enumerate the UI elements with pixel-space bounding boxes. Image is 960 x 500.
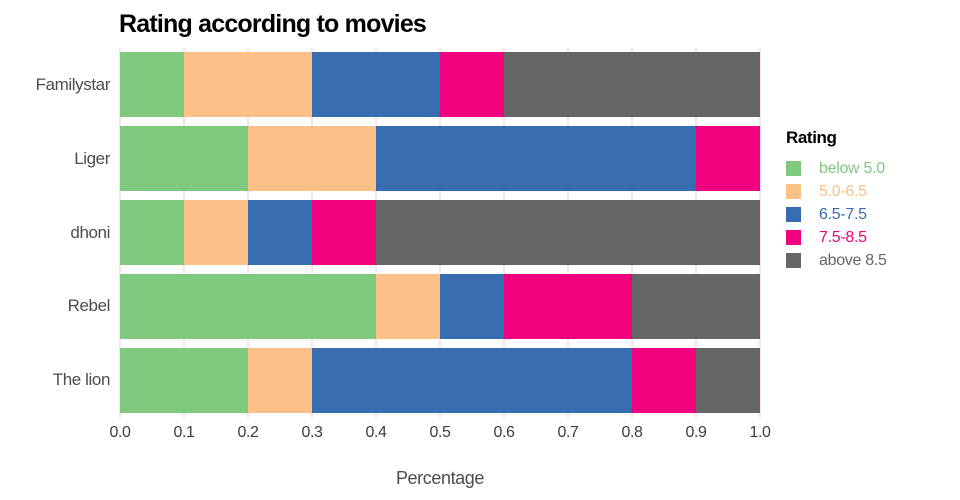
legend-items: below 5.0 5.0-6.5 6.5-7.5 7.5-8.5 above 8.5	[786, 157, 956, 272]
legend-label: 5.0-6.5	[819, 182, 867, 200]
legend-swatch-icon	[786, 161, 801, 176]
legend-label: above 8.5	[819, 251, 887, 269]
legend-item-6.5-7.5: 6.5-7.5	[786, 203, 956, 226]
bar-segment-below-5.0	[120, 52, 184, 118]
bar-row-rebel	[120, 273, 760, 339]
bar-segment-below-5.0	[120, 347, 248, 413]
legend-label: 7.5-8.5	[819, 228, 867, 246]
bar-segment-5.0-6.5	[184, 200, 248, 265]
x-axis-label: Percentage	[395, 468, 485, 488]
legend-swatch-icon	[786, 184, 801, 199]
x-tick-0.0: 0.0	[109, 424, 131, 441]
x-tick-0.6: 0.6	[493, 424, 515, 441]
legend-swatch-icon	[786, 207, 801, 222]
x-tick-0.4: 0.4	[365, 424, 387, 441]
bar-segment-below-5.0	[120, 273, 376, 339]
y-label-dhoni: dhoni	[70, 222, 110, 242]
x-tick-0.2: 0.2	[237, 424, 259, 441]
bar-segment-5.0-6.5	[184, 52, 312, 118]
legend: Rating below 5.0 5.0-6.5 6.5-7.5 7.5-8.5 abo…	[786, 128, 956, 272]
x-tick-0.5: 0.5	[429, 424, 451, 441]
bar-row-dhoni	[120, 200, 760, 265]
y-label-familystar: Familystar	[35, 74, 111, 94]
bar-segment-7.5-8.5	[696, 126, 760, 192]
legend-title: Rating	[786, 128, 837, 147]
bar-row-the-lion	[120, 347, 760, 413]
legend-item-7.5-8.5: 7.5-8.5	[786, 226, 956, 249]
bar-segment-7.5-8.5	[440, 52, 504, 118]
bar-segment-above-8.5	[504, 52, 760, 118]
y-label-the-lion: The lion	[52, 370, 111, 390]
legend-label: below 5.0	[819, 159, 885, 177]
bar-segment-5.0-6.5	[248, 126, 376, 192]
bar-segment-6.5-7.5	[440, 273, 504, 339]
bar-segment-5.0-6.5	[248, 347, 312, 413]
bar-segment-6.5-7.5	[248, 200, 312, 265]
x-tick-1.0: 1.0	[749, 424, 771, 441]
chart-title: Rating according to movies	[119, 10, 427, 38]
x-tick-0.7: 0.7	[557, 424, 579, 441]
bar-row-familystar	[120, 52, 760, 118]
legend-label: 6.5-7.5	[819, 205, 867, 223]
bar-segment-7.5-8.5	[504, 273, 632, 339]
bar-segment-below-5.0	[120, 200, 184, 265]
x-tick-0.9: 0.9	[685, 424, 707, 441]
legend-item-below-5.0: below 5.0	[786, 157, 956, 180]
x-tick-0.3: 0.3	[301, 424, 323, 441]
y-label-liger: Liger	[74, 148, 110, 168]
bar-segment-6.5-7.5	[312, 52, 440, 118]
bar-segment-6.5-7.5	[312, 347, 632, 413]
x-tick-0.1: 0.1	[173, 424, 195, 441]
y-label-rebel: Rebel	[67, 296, 111, 316]
bar-segment-7.5-8.5	[632, 347, 696, 413]
legend-swatch-icon	[786, 230, 801, 245]
legend-item-above-8.5: above 8.5	[786, 249, 956, 272]
legend-swatch-icon	[786, 253, 801, 268]
bar-segment-6.5-7.5	[376, 126, 696, 192]
plot-panel	[119, 48, 761, 417]
bar-segment-5.0-6.5	[376, 273, 440, 339]
bar-row-liger	[120, 126, 760, 192]
legend-item-5.0-6.5: 5.0-6.5	[786, 180, 956, 203]
bar-segment-below-5.0	[120, 126, 248, 192]
bar-segment-above-8.5	[696, 347, 760, 413]
x-tick-0.8: 0.8	[621, 424, 643, 441]
gridline	[759, 48, 761, 417]
bar-segment-above-8.5	[632, 273, 760, 339]
bar-segment-7.5-8.5	[312, 200, 376, 265]
bar-segment-above-8.5	[376, 200, 760, 265]
